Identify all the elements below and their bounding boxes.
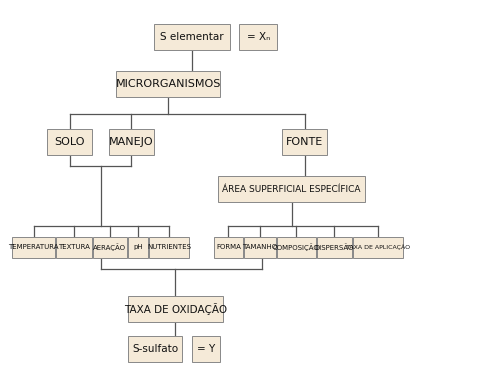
FancyBboxPatch shape	[192, 336, 220, 362]
Text: TEMPERATURA: TEMPERATURA	[8, 244, 59, 251]
Text: S elementar: S elementar	[160, 32, 224, 42]
FancyBboxPatch shape	[214, 237, 242, 258]
FancyBboxPatch shape	[243, 237, 276, 258]
FancyBboxPatch shape	[149, 237, 189, 258]
Text: MANEJO: MANEJO	[109, 137, 154, 147]
FancyBboxPatch shape	[47, 129, 92, 155]
Text: = Y: = Y	[197, 344, 215, 354]
Text: pH: pH	[133, 244, 143, 251]
FancyBboxPatch shape	[116, 71, 220, 97]
Text: FORMA: FORMA	[216, 244, 241, 251]
FancyBboxPatch shape	[93, 237, 127, 258]
FancyBboxPatch shape	[240, 24, 277, 50]
Text: TEXTURA: TEXTURA	[58, 244, 90, 251]
Text: AERAÇÃO: AERAÇÃO	[93, 244, 126, 251]
Text: DISPERSÃO: DISPERSÃO	[315, 244, 354, 251]
Text: TAXA DE APLICAÇÃO: TAXA DE APLICAÇÃO	[346, 245, 409, 250]
FancyBboxPatch shape	[154, 24, 230, 50]
Text: FONTE: FONTE	[286, 137, 323, 147]
FancyBboxPatch shape	[128, 296, 223, 322]
Text: S-sulfato: S-sulfato	[132, 344, 178, 354]
FancyBboxPatch shape	[317, 237, 352, 258]
FancyBboxPatch shape	[12, 237, 55, 258]
FancyBboxPatch shape	[218, 176, 365, 202]
Text: TAMANHO: TAMANHO	[242, 244, 277, 251]
FancyBboxPatch shape	[277, 237, 316, 258]
Text: ÁREA SUPERFICIAL ESPECÍFICA: ÁREA SUPERFICIAL ESPECÍFICA	[222, 185, 361, 194]
FancyBboxPatch shape	[128, 336, 182, 362]
FancyBboxPatch shape	[128, 237, 148, 258]
FancyBboxPatch shape	[282, 129, 327, 155]
FancyBboxPatch shape	[56, 237, 92, 258]
Text: SOLO: SOLO	[55, 137, 85, 147]
FancyBboxPatch shape	[353, 237, 403, 258]
Text: MICRORGANISMOS: MICRORGANISMOS	[116, 79, 221, 89]
Text: TAXA DE OXIDAÇÃO: TAXA DE OXIDAÇÃO	[124, 303, 227, 315]
Text: COMPOSIÇÃO: COMPOSIÇÃO	[273, 244, 319, 251]
FancyBboxPatch shape	[109, 129, 154, 155]
Text: NUTRIENTES: NUTRIENTES	[147, 244, 191, 251]
Text: = Xₙ: = Xₙ	[247, 32, 270, 42]
